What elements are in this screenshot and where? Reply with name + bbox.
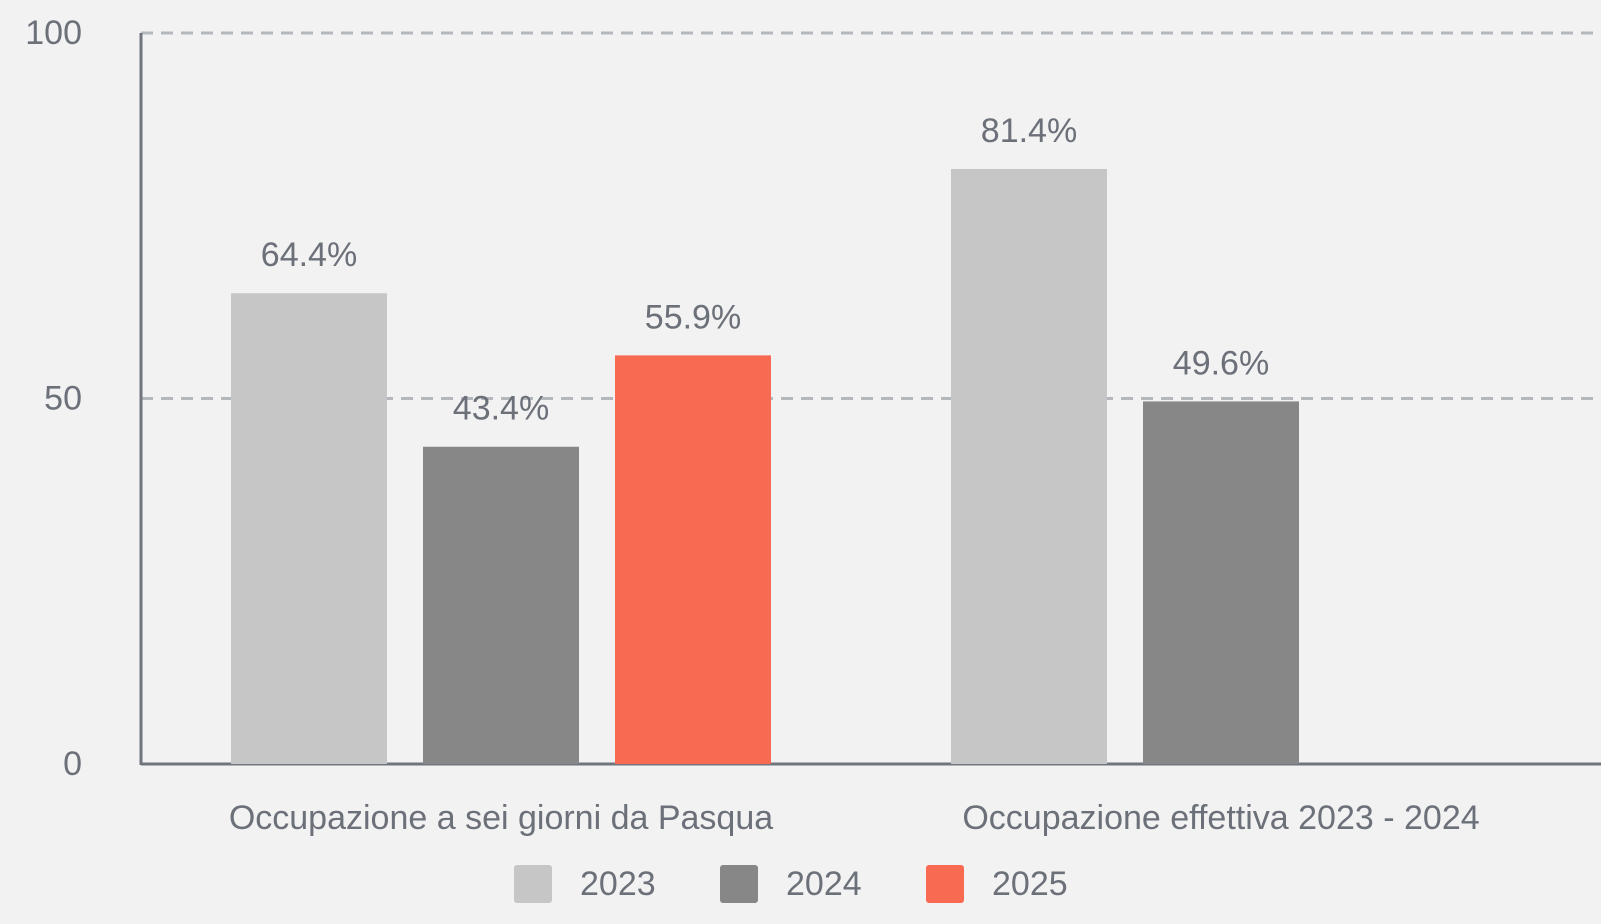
value-label: 43.4%: [453, 390, 549, 428]
bar: [423, 446, 579, 764]
legend-swatch: [926, 865, 964, 903]
value-label: 49.6%: [1173, 344, 1269, 382]
y-tick-label: 50: [44, 379, 82, 417]
x-tick-label: Occupazione effettiva 2023 - 2024: [962, 799, 1479, 837]
y-tick-label: 100: [25, 14, 82, 52]
legend-label: 2024: [786, 865, 862, 903]
bar: [1143, 401, 1299, 764]
legend-swatch: [720, 865, 758, 903]
bar: [615, 355, 771, 764]
value-label: 81.4%: [981, 112, 1077, 150]
legend-label: 2023: [580, 865, 656, 903]
value-label: 55.9%: [645, 298, 741, 336]
y-tick-label: 0: [63, 745, 82, 783]
legend-label: 2025: [992, 865, 1068, 903]
bar: [231, 293, 387, 764]
x-tick-label: Occupazione a sei giorni da Pasqua: [229, 799, 773, 837]
bar: [951, 168, 1107, 764]
legend-swatch: [514, 865, 552, 903]
value-label: 64.4%: [261, 236, 357, 274]
